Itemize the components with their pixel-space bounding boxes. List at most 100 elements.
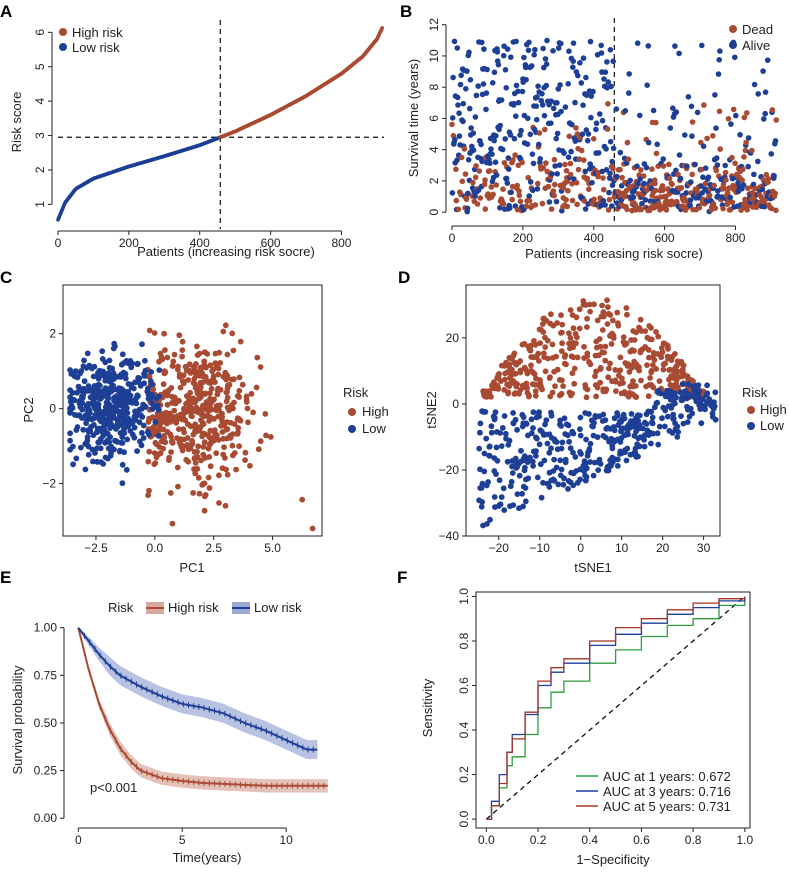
panel-e-ylabel: Survival probability: [10, 665, 25, 775]
dead-point: [564, 203, 570, 210]
alive-point: [587, 38, 594, 45]
panel-a-ylabel: Risk score: [9, 92, 24, 153]
high-risk-point: [215, 371, 222, 378]
alive-point: [508, 189, 514, 196]
y-tick-label: 0.2: [457, 766, 471, 783]
high-risk-point: [654, 351, 661, 357]
low-risk-point: [113, 424, 119, 431]
high-risk-point: [222, 502, 229, 509]
high-risk-point: [173, 414, 180, 421]
dead-point: [563, 197, 569, 203]
alive-point: [534, 186, 541, 192]
alive-point: [530, 187, 536, 194]
high-risk-point: [604, 321, 611, 327]
dead-point: [744, 110, 750, 116]
alive-point: [530, 160, 537, 167]
alive-point: [745, 135, 752, 141]
alive-point: [762, 89, 769, 95]
dead-point: [574, 201, 580, 208]
high-risk-point: [263, 432, 269, 439]
low-risk-point: [566, 438, 572, 445]
high-risk-point: [239, 381, 246, 388]
alive-point: [548, 98, 554, 104]
low-risk-point: [139, 430, 145, 436]
high-risk-point: [531, 338, 537, 344]
low-risk-point: [674, 434, 681, 440]
low-risk-point: [67, 437, 73, 444]
low-risk-point: [553, 464, 560, 471]
high-risk-point: [236, 387, 243, 394]
low-risk-point: [106, 364, 113, 371]
high-risk-point: [212, 350, 219, 357]
low-risk-point: [569, 428, 576, 435]
high-risk-point: [628, 362, 635, 369]
dead-point: [542, 126, 548, 133]
dead-point: [545, 183, 552, 190]
dead-point: [462, 171, 469, 177]
alive-point: [641, 180, 647, 187]
high-risk-point: [602, 357, 609, 364]
low-risk-point: [101, 420, 108, 427]
high-risk-point: [188, 412, 195, 419]
low-risk-point: [501, 507, 508, 513]
high-risk-point: [215, 365, 222, 372]
panel-e-xlabel: Time(years): [173, 850, 242, 865]
alive-point: [609, 158, 615, 165]
low-risk-point: [101, 426, 108, 433]
low-risk-point: [603, 467, 610, 474]
high-risk-point: [207, 427, 214, 434]
low-risk-point: [586, 411, 592, 417]
high-risk-point: [222, 369, 229, 376]
alive-point: [466, 105, 473, 112]
high-risk-point: [614, 309, 621, 316]
dead-point: [516, 192, 523, 199]
low-risk-point: [491, 468, 498, 474]
low-risk-point: [613, 437, 619, 443]
low-risk-point: [477, 466, 483, 473]
high-risk-point: [627, 383, 634, 390]
high-risk-point: [160, 445, 167, 452]
low-risk-point: [540, 479, 546, 486]
high-risk-point: [227, 419, 234, 426]
low-risk-point: [641, 443, 648, 450]
high-risk-point: [255, 446, 262, 453]
low-risk-point: [602, 417, 609, 423]
low-risk-point: [478, 503, 485, 510]
high-risk-point: [211, 427, 218, 433]
y-tick-label: 8: [427, 84, 441, 91]
alive-point: [534, 94, 540, 100]
high-risk-point: [200, 443, 207, 450]
dead-point: [573, 125, 579, 131]
dead-point: [721, 185, 727, 192]
alive-point: [515, 88, 521, 95]
dead-point: [552, 181, 558, 188]
high-risk-point: [219, 414, 226, 420]
high-risk-point: [558, 312, 564, 319]
high-risk-point: [633, 329, 639, 336]
low-risk-point: [706, 396, 713, 403]
dead-point: [745, 185, 751, 192]
low-risk-point: [121, 371, 128, 378]
low-risk-point: [90, 458, 96, 465]
high-risk-point: [567, 335, 574, 341]
low-risk-point: [654, 399, 661, 406]
panel-f-letter: F: [397, 568, 407, 587]
high-risk-point: [192, 460, 199, 466]
low-risk-point: [131, 413, 138, 420]
low-risk-point: [73, 455, 80, 462]
high-risk-point: [185, 407, 191, 414]
low-risk-point: [574, 479, 581, 486]
high-risk-point: [540, 315, 547, 322]
low-risk-point: [135, 374, 142, 381]
alive-point: [511, 135, 518, 142]
alive-point: [607, 138, 614, 145]
high-risk-point: [224, 375, 231, 381]
dead-point: [581, 157, 587, 163]
alive-point: [568, 148, 574, 155]
low-risk-point: [614, 412, 621, 419]
low-risk-point: [149, 391, 156, 398]
high-risk-point: [519, 341, 526, 348]
alive-point: [502, 136, 509, 142]
low-risk-point: [514, 491, 521, 497]
alive-point: [505, 166, 512, 172]
